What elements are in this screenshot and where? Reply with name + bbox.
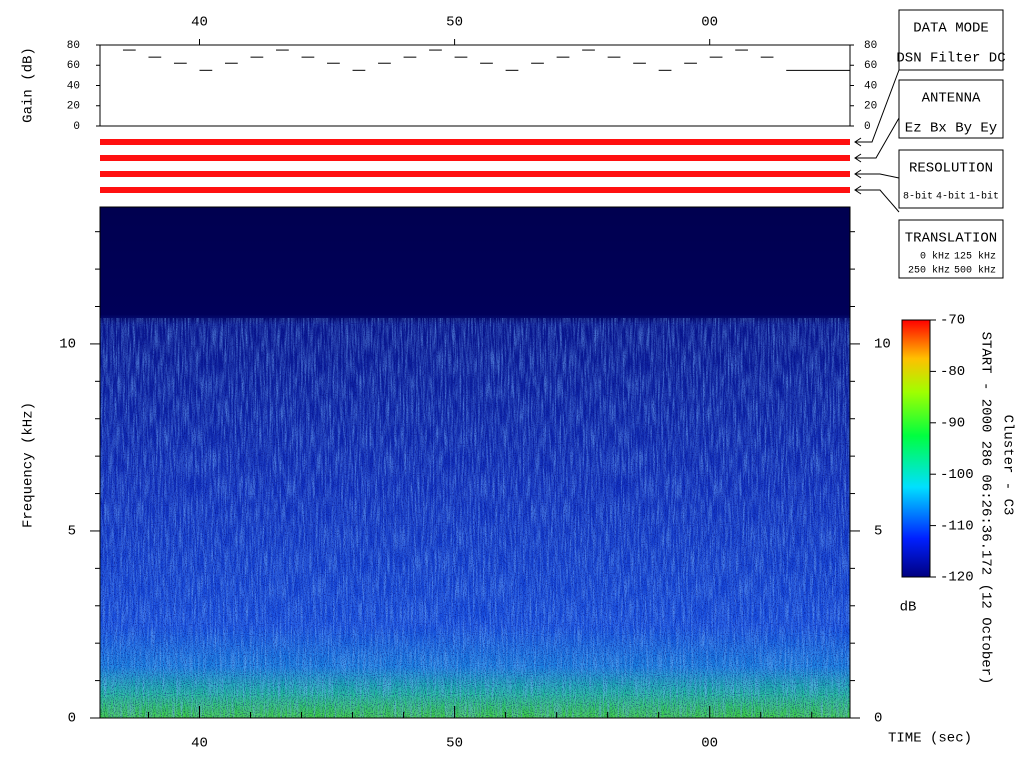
mode-option: 500 kHz xyxy=(954,265,996,277)
frequency-axis-label: Frequency (kHz) xyxy=(21,402,37,528)
y-tick-label-right: 10 xyxy=(874,337,891,353)
colorbar-tick-label: -110 xyxy=(940,518,974,534)
start-caption: START - 2000 286 06:26:36.172 (12 Octobe… xyxy=(977,332,993,685)
x-tick-label-top: 50 xyxy=(446,15,463,31)
box-title: DATA MODE xyxy=(913,21,989,37)
mode-option: 1-bit xyxy=(969,191,999,203)
mode-option: 250 kHz xyxy=(908,265,950,277)
mode-option: DSN xyxy=(896,51,921,67)
mode-option: 125 kHz xyxy=(954,251,996,263)
y-tick-label: 10 xyxy=(59,337,76,353)
y-tick-label: 80 xyxy=(67,40,80,52)
gain-axis-label: Gain (dB) xyxy=(21,47,37,123)
mode-option: Filter xyxy=(930,51,980,67)
colorbar-tick-label: -120 xyxy=(940,570,974,586)
y-tick-label-right: 0 xyxy=(864,121,871,133)
box-title: ANTENNA xyxy=(922,91,981,107)
colorbar-tick-label: -80 xyxy=(940,364,965,380)
x-tick-label: 00 xyxy=(701,736,718,752)
box-connectors xyxy=(854,69,900,213)
plot-frame xyxy=(99,206,851,719)
y-tick-label-right: 5 xyxy=(874,524,882,540)
mode-option: DC xyxy=(989,51,1006,67)
mode-option: 0 kHz xyxy=(920,251,950,263)
y-tick-label: 20 xyxy=(67,101,80,113)
y-tick-label-right: 20 xyxy=(864,101,877,113)
colorbar-tick-label: -100 xyxy=(940,467,974,483)
y-tick-label-right: 60 xyxy=(864,60,877,72)
y-tick-label: 0 xyxy=(73,121,80,133)
mode-option: 4-bit xyxy=(936,191,966,203)
gain-frame xyxy=(99,44,851,127)
colorbar-label: dB xyxy=(900,600,917,616)
mode-bars xyxy=(100,139,850,193)
mode-option: By xyxy=(955,121,972,137)
side-boxes xyxy=(898,9,1004,279)
y-tick-label: 5 xyxy=(68,524,76,540)
x-tick-label-top: 40 xyxy=(191,15,208,31)
y-tick-label-right: 40 xyxy=(864,80,877,92)
spacecraft-label: Cluster - C3 xyxy=(999,415,1015,516)
colorbar-tick-label: -70 xyxy=(940,313,965,329)
mode-option: Bx xyxy=(930,121,947,137)
colorbar xyxy=(901,319,931,578)
colorbar-tick-label: -90 xyxy=(940,416,965,432)
x-tick-label-top: 00 xyxy=(701,15,718,31)
mode-option: Ez xyxy=(905,121,922,137)
y-tick-label-right: 80 xyxy=(864,40,877,52)
mode-option: Ey xyxy=(980,121,997,137)
y-tick-label: 60 xyxy=(67,60,80,72)
y-tick-label: 0 xyxy=(68,711,76,727)
spectrogram-image xyxy=(100,207,850,718)
y-tick-label-right: 0 xyxy=(874,711,882,727)
time-axis-label: TIME (sec) xyxy=(888,731,972,747)
x-tick-label: 50 xyxy=(446,736,463,752)
y-tick-label: 40 xyxy=(67,80,80,92)
mode-option: 8-bit xyxy=(903,191,933,203)
box-title: RESOLUTION xyxy=(909,161,993,177)
box-title: TRANSLATION xyxy=(905,231,997,247)
x-tick-label: 40 xyxy=(191,736,208,752)
